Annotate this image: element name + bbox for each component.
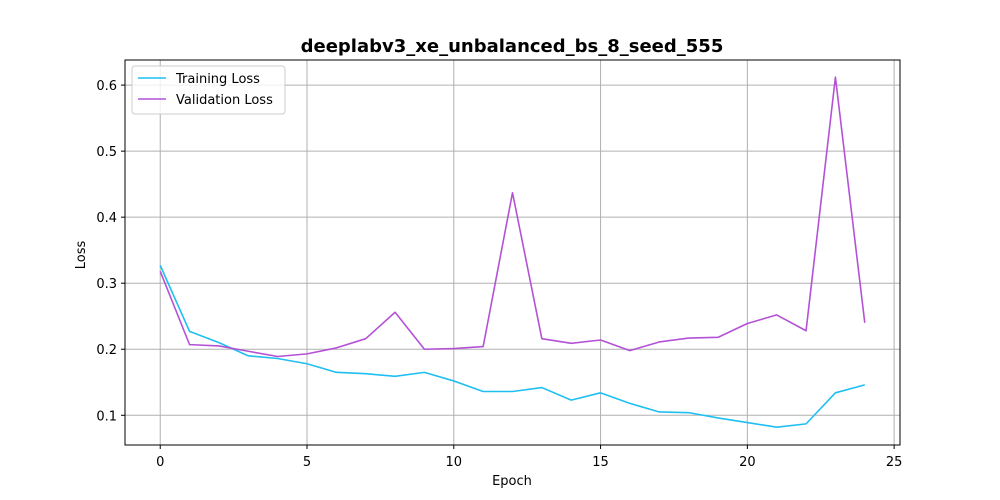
x-axis-label: Epoch: [492, 474, 532, 489]
grid: [125, 60, 900, 445]
legend-label-validation-loss: Validation Loss: [176, 93, 273, 108]
y-axis-label: Loss: [74, 241, 89, 270]
y-tick-label: 0.5: [96, 145, 117, 160]
y-tick-label: 0.1: [96, 409, 117, 424]
series-lines: [159, 76, 866, 428]
x-tick-label: 15: [592, 455, 609, 470]
x-tick-label: 25: [886, 455, 903, 470]
validation-loss-line: [159, 76, 866, 358]
y-tick-label: 0.6: [96, 79, 117, 94]
plot-area-frame: [124, 59, 901, 446]
x-tick-label: 10: [446, 455, 463, 470]
y-tick-label: 0.2: [96, 343, 117, 358]
x-tick-label: 5: [303, 455, 311, 470]
y-tick-label: 0.4: [96, 211, 117, 226]
training-loss-line: [159, 265, 865, 428]
legend-label-training-loss: Training Loss: [175, 72, 260, 87]
x-tick-label: 0: [156, 455, 164, 470]
x-tick-label: 20: [739, 455, 756, 470]
chart-title: deeplabv3_xe_unbalanced_bs_8_seed_555: [301, 36, 724, 57]
legend: Training Loss Validation Loss: [131, 65, 286, 115]
legend-box: [131, 65, 286, 115]
y-tick-label: 0.3: [96, 277, 117, 292]
axis-ticks: 0 5 10 15 20 25 0.1 0.2 0.3 0.4 0.5 0.6: [96, 79, 902, 470]
